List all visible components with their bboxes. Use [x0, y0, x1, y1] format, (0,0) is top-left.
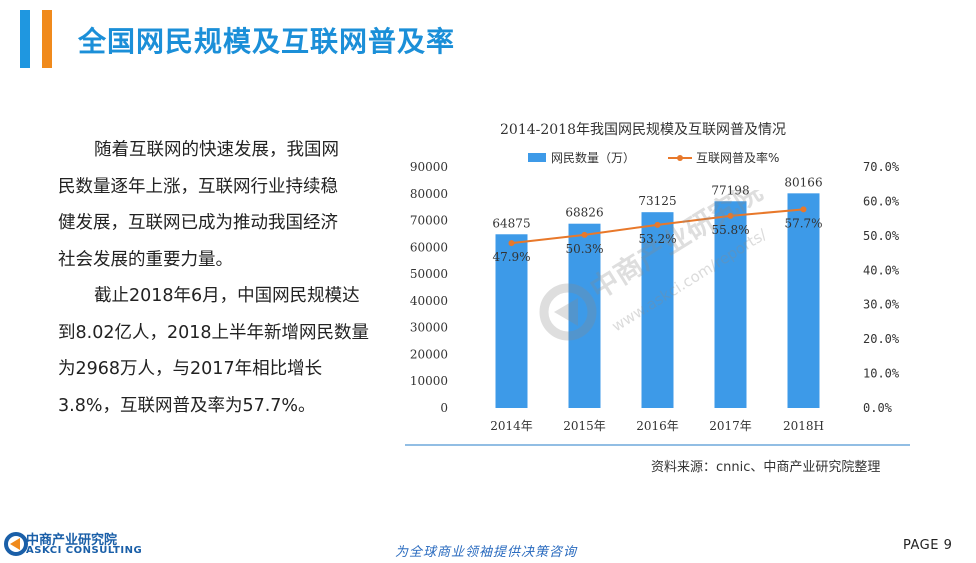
line-data-label: 57.7% [784, 216, 822, 230]
legend-bar-label: 网民数量（万） [551, 150, 635, 165]
legend-bar-swatch [528, 153, 546, 162]
y-left-tick-label: 20000 [410, 347, 448, 361]
header-accent-orange [42, 10, 52, 68]
x-tick-label: 2018H [783, 419, 824, 433]
bar-data-label: 68826 [565, 206, 603, 220]
line-point [727, 212, 734, 219]
paragraph-1-line-1: 随着互联网的快速发展，我国网 [94, 140, 339, 160]
header-accent-blue [20, 10, 30, 68]
bar [787, 193, 820, 408]
y-left-tick-label: 10000 [410, 374, 448, 388]
line-point [654, 221, 661, 228]
logo-text-cn: 中商产业研究院 [26, 533, 118, 548]
legend-line-marker [677, 155, 683, 161]
x-tick-label: 2017年 [709, 419, 752, 433]
company-logo-icon [4, 532, 28, 556]
y-right-tick-label: 20.0% [863, 332, 900, 346]
line-point [581, 231, 588, 238]
y-right-tick-label: 70.0% [863, 160, 900, 174]
body-text: 随着互联网的快速发展，我国网 民数量逐年上涨，互联网行业持续稳 健发展，互联网已… [58, 132, 398, 424]
page-number: PAGE 9 [903, 538, 953, 553]
x-tick-label: 2016年 [636, 419, 679, 433]
paragraph-2-line-4: 3.8%，互联网普及率为57.7%。 [58, 395, 316, 416]
paragraph-1-line-3: 健发展，互联网已成为推动我国经济 [58, 213, 338, 233]
paragraph-2-line-3: 为2968万人，与2017年相比增长 [58, 359, 323, 379]
y-left-tick-label: 50000 [410, 267, 448, 281]
paragraph-1-line-2: 民数量逐年上涨，互联网行业持续稳 [58, 176, 338, 197]
line-data-label: 47.9% [492, 250, 530, 264]
legend-line-label: 互联网普及率% [696, 150, 779, 165]
y-right-tick-label: 0.0% [863, 401, 893, 415]
y-left-tick-label: 40000 [410, 294, 448, 308]
y-right-tick-label: 60.0% [863, 194, 900, 208]
y-left-tick-label: 30000 [410, 321, 448, 335]
bar [568, 223, 601, 408]
chart-container: 2014-2018年我国网民规模及互联网普及情况网民数量（万） 互联网普及率% 0 1… [400, 112, 920, 482]
y-left-tick-label: 70000 [410, 214, 448, 228]
y-left-tick-label: 90000 [410, 160, 448, 174]
paragraph-1-line-4: 社会发展的重要力量。 [58, 249, 233, 270]
line-point [508, 240, 515, 247]
y-right-tick-label: 40.0% [863, 263, 900, 277]
bar [495, 234, 528, 408]
page-title: 全国网民规模及互联网普及率 [78, 25, 456, 58]
paragraph-2-line-1: 截止2018年6月，中国网民规模达 [94, 286, 360, 306]
y-left-tick-label: 80000 [410, 187, 448, 201]
paragraph-1: 随着互联网的快速发展，我国网 民数量逐年上涨，互联网行业持续稳 健发展，互联网已… [58, 132, 398, 278]
line-data-label: 53.2% [638, 232, 676, 246]
bar-data-label: 73125 [638, 194, 676, 208]
x-tick-label: 2014年 [490, 419, 533, 433]
y-right-tick-label: 10.0% [863, 367, 900, 381]
line-data-label: 50.3% [565, 242, 603, 256]
y-left-tick-label: 60000 [410, 240, 448, 254]
bar-data-label: 80166 [784, 175, 822, 189]
chart-title: 2014-2018年我国网民规模及互联网普及情况 [500, 122, 786, 138]
line-point [800, 206, 807, 213]
footer-slogan: 为全球商业领袖提供决策咨询 [395, 545, 578, 560]
bar [641, 212, 674, 408]
bar-data-label: 64875 [492, 216, 530, 230]
x-tick-label: 2015年 [563, 419, 606, 433]
logo-text-en: ASKCI CONSULTING [26, 545, 143, 556]
y-left-tick-label: 0 [440, 401, 448, 415]
y-right-tick-label: 50.0% [863, 229, 900, 243]
bar [714, 201, 747, 408]
line-data-label: 55.8% [711, 223, 749, 237]
y-right-tick-label: 30.0% [863, 298, 900, 312]
bar-data-label: 77198 [711, 183, 749, 197]
paragraph-2-line-2: 到8.02亿人，2018上半年新增网民数量 [58, 322, 369, 343]
source-note: 资料来源：cnnic、中商产业研究院整理 [651, 460, 881, 475]
paragraph-2: 截止2018年6月，中国网民规模达 到8.02亿人，2018上半年新增网民数量 … [58, 278, 398, 424]
